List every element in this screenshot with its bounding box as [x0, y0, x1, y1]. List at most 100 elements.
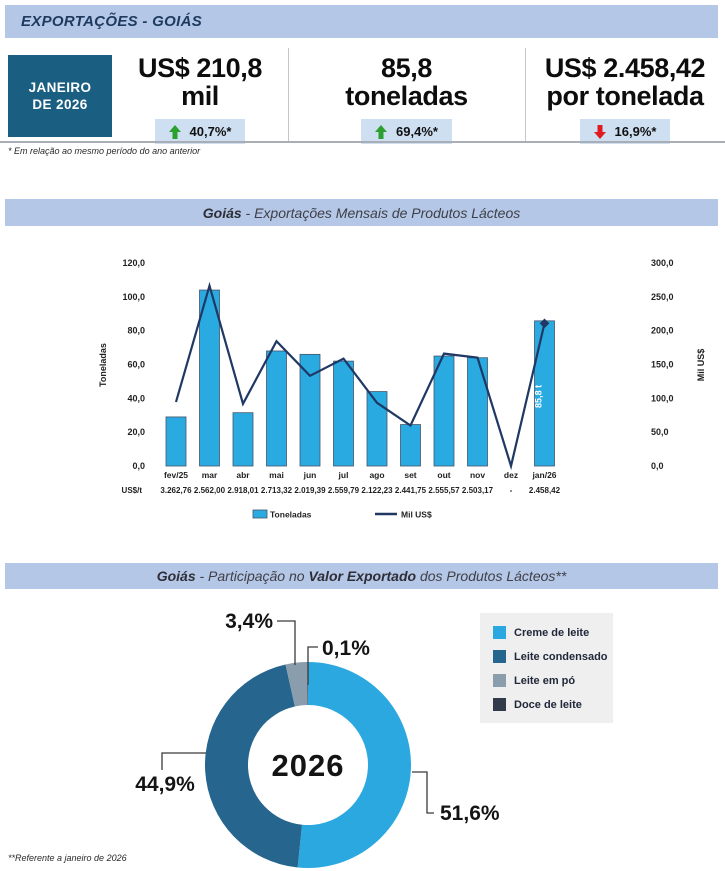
kpi-value-line1: US$ 2.458,42 [544, 53, 706, 83]
legend-item-leite-condensado: Leite condensado [493, 650, 613, 663]
usd-per-ton-value: 2.122,23 [361, 486, 393, 495]
slice-percent-label: 44,9% [135, 773, 195, 796]
usd-per-ton-value: 2.441,75 [395, 486, 427, 495]
bar-set [400, 424, 421, 467]
month-label: set [404, 470, 416, 480]
bar-jun [299, 353, 321, 467]
kpi-delta-text: 69,4%* [396, 124, 438, 140]
usd-per-ton-value: 2.559,79 [328, 486, 360, 495]
monthly-chart-title-band: Goiás - Exportações Mensais de Produtos … [5, 199, 718, 226]
slice-percent-label: 51,6% [440, 802, 500, 825]
month-label: jul [338, 470, 349, 480]
legend-line-label: Mil US$ [401, 510, 432, 520]
month-label: out [437, 470, 450, 480]
left-axis-tick: 60,0 [127, 360, 145, 370]
period-line1: JANEIRO [28, 80, 92, 95]
share-chart-title-strong: Valor Exportado [308, 568, 417, 584]
right-axis-tick: 200,0 [651, 326, 674, 336]
slice-percent-label: 3,4% [225, 610, 273, 633]
usd-per-ton-value: 2.503,17 [462, 486, 494, 495]
monthly-chart-title-rest: - Exportações Mensais de Produtos Lácteo… [241, 204, 521, 221]
right-axis-tick: 300,0 [651, 258, 674, 268]
left-axis-tick: 0,0 [132, 461, 145, 471]
usd-per-ton-value: 2.562,00 [194, 486, 226, 495]
trend-arrow-icon [168, 124, 181, 139]
month-label: fev/25 [164, 470, 188, 480]
monthly-chart-title-lead: Goiás [202, 204, 242, 221]
kpi-value-line1: US$ 210,8 [138, 53, 262, 83]
callout-line-creme-de-leite [412, 771, 434, 814]
page-title-band: EXPORTAÇÕES - GOIÁS [5, 5, 718, 38]
bar-jul [333, 360, 354, 467]
month-label: mai [269, 470, 284, 480]
right-axis-tick: 50,0 [651, 427, 669, 437]
legend-item-creme-de-leite: Creme de leite [493, 626, 613, 639]
month-label: mar [202, 470, 218, 480]
period-line2: DE 2026 [32, 97, 88, 112]
slice-leite-em-pó [285, 662, 308, 707]
bar-mar [199, 289, 220, 467]
kpi-bottom-rule [0, 141, 725, 143]
callout-line-leite-condensado [161, 752, 206, 770]
legend-swatch [493, 626, 506, 639]
kpi-card-price-per-ton: US$ 2.458,42 por tonelada 16,9%* [525, 53, 725, 145]
left-axis-tick: 120,0 [122, 258, 145, 268]
kpi-delta-badge: 16,9%* [579, 119, 671, 145]
usd-per-ton-value: 2.918,01 [227, 486, 259, 495]
legend-item-leite-em-pó: Leite em pó [493, 674, 613, 687]
bar-fev/25 [165, 416, 187, 467]
right-axis-tick: 0,0 [651, 461, 664, 471]
right-axis-tick: 250,0 [651, 292, 674, 302]
legend-label: Leite condensado [514, 650, 608, 663]
bar-out [433, 355, 455, 467]
export-share-donut-chart: 2026 51,6% 44,9% 3,4% 0,1% [135, 610, 500, 868]
kpi-footnote: * Em relação ao mesmo período do ano ant… [8, 146, 201, 156]
callout-line-doce-de-leite [307, 646, 318, 685]
legend-item-doce-de-leite: Doce de leite [493, 698, 613, 711]
month-label: jun [303, 470, 317, 480]
right-axis-tick: 150,0 [651, 360, 674, 370]
kpi-delta-text: 40,7%* [189, 124, 232, 140]
current-bar-label: 85,8 t [534, 385, 544, 408]
kpi-value-line2: por tonelada [546, 81, 704, 112]
right-axis-title: Mil US$ [696, 349, 706, 382]
left-axis-tick: 80,0 [127, 326, 145, 336]
left-axis-title: Toneladas [98, 343, 108, 387]
trend-arrow-icon [375, 124, 388, 139]
share-chart-title-lead: Goiás [156, 568, 196, 584]
bar-abr [232, 412, 254, 467]
usd-per-ton-value: 3.262,76 [160, 486, 192, 495]
usd-per-ton-value: 2.555,57 [428, 486, 460, 495]
legend-bar-swatch [252, 509, 268, 519]
left-axis-tick: 100,0 [122, 292, 145, 302]
usd-per-ton-value: 2.019,39 [294, 486, 326, 495]
kpi-value-line1: 85,8 [381, 53, 432, 83]
slice-creme-de-leite [297, 662, 412, 868]
usd-per-ton-row-label: US$/t [122, 486, 143, 495]
legend-label: Doce de leite [514, 698, 582, 711]
slice-leite-condensado [205, 664, 302, 868]
kpi-delta-badge: 69,4%* [361, 119, 452, 145]
kpi-delta-badge: 40,7%* [154, 119, 246, 145]
left-axis-tick: 40,0 [127, 393, 145, 403]
donut-legend: Creme de leite Leite condensado Leite em p… [480, 613, 613, 723]
bar-ago [366, 391, 388, 467]
share-chart-title-band: Goiás - Participação no Valor Exportado … [5, 563, 718, 589]
trend-arrow-icon [593, 124, 606, 139]
usd-per-ton-value: 2.713,32 [261, 486, 293, 495]
line-series-mil-uss [174, 281, 546, 471]
legend-swatch [493, 698, 506, 711]
slice-percent-label: 0,1% [322, 637, 370, 660]
share-chart-title-tail: dos Produtos Lácteos** [416, 568, 567, 584]
share-footnote: **Referente a janeiro de 2026 [8, 853, 127, 863]
legend-swatch [493, 674, 506, 687]
kpi-delta-text: 16,9%* [614, 124, 657, 140]
kpi-value-line2: toneladas [345, 81, 468, 112]
legend-swatch [493, 650, 506, 663]
legend-bar-label: Toneladas [270, 510, 312, 520]
month-label: jan/26 [531, 470, 556, 480]
legend-label: Creme de leite [514, 626, 590, 639]
month-label: abr [236, 470, 250, 480]
left-axis-tick: 20,0 [127, 427, 145, 437]
